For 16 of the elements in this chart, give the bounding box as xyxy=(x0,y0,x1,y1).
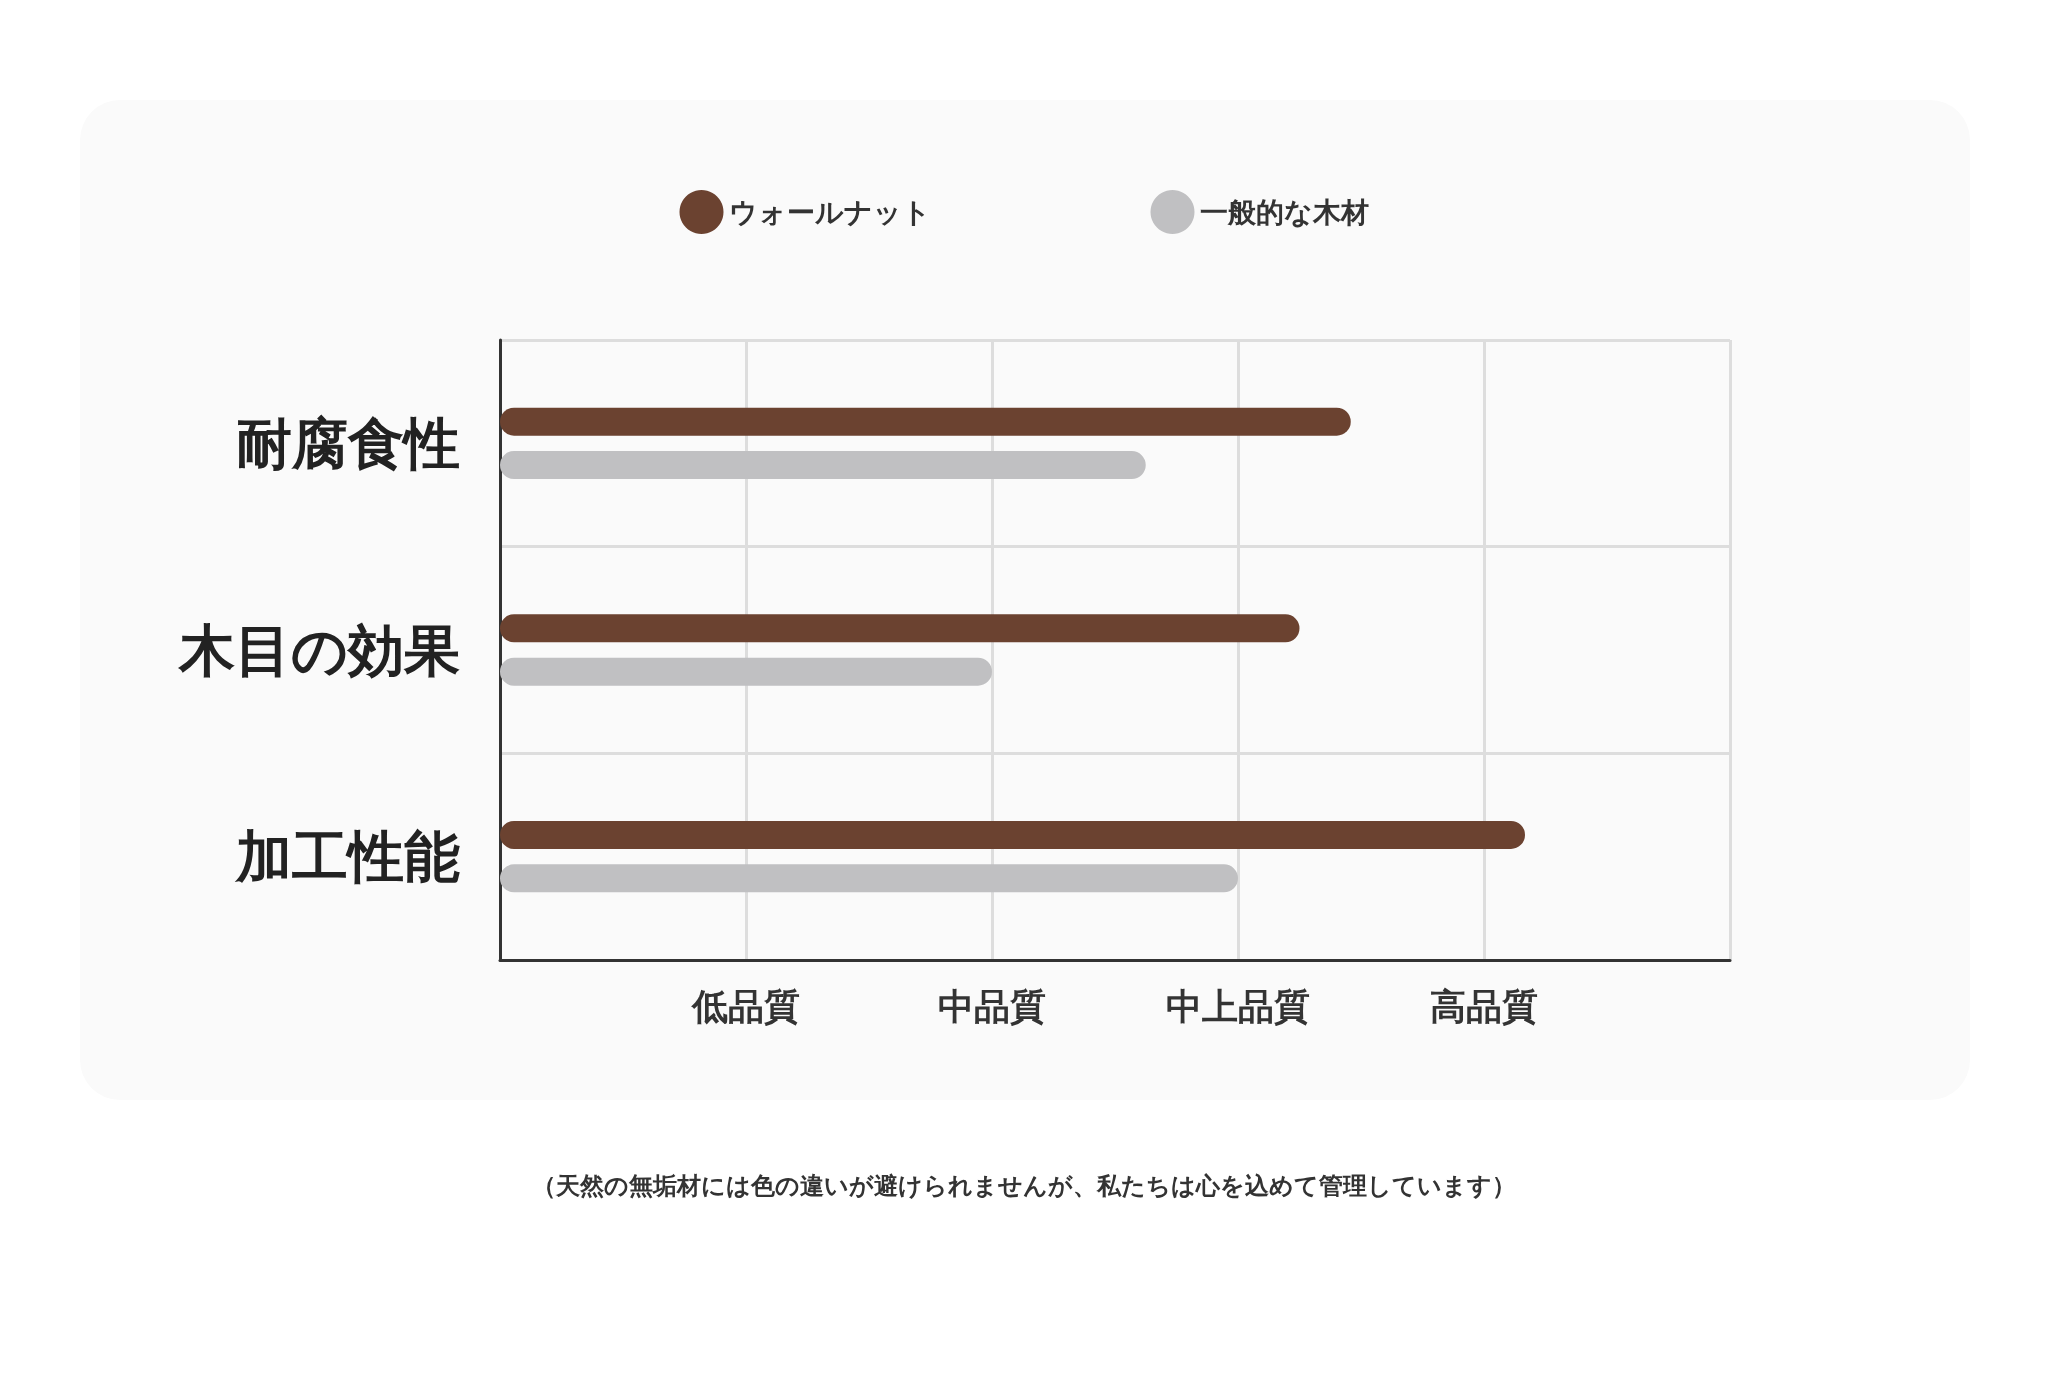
bar xyxy=(500,451,1146,480)
text: 中上品質 xyxy=(1166,985,1310,1027)
y-tick-label: 木目の効果 xyxy=(177,618,460,682)
legend-label: ウォールナット xyxy=(728,196,931,228)
text: 低品質 xyxy=(690,985,800,1027)
text: （天然の無垢材には色の違いが避けられませんが、私たちは心を込めて管理しています） xyxy=(531,1171,1517,1202)
legend-label: 一般的な木材 xyxy=(1199,196,1369,228)
text: 中品質 xyxy=(938,985,1046,1027)
y-tick-label: 加工性能 xyxy=(234,825,460,889)
y-tick-label: 耐腐食性 xyxy=(236,411,460,475)
text: 高品質 xyxy=(1430,985,1538,1027)
bar xyxy=(500,614,1300,643)
bar xyxy=(500,657,992,686)
bar xyxy=(500,820,1525,849)
bar xyxy=(500,864,1238,893)
bar xyxy=(500,407,1351,436)
